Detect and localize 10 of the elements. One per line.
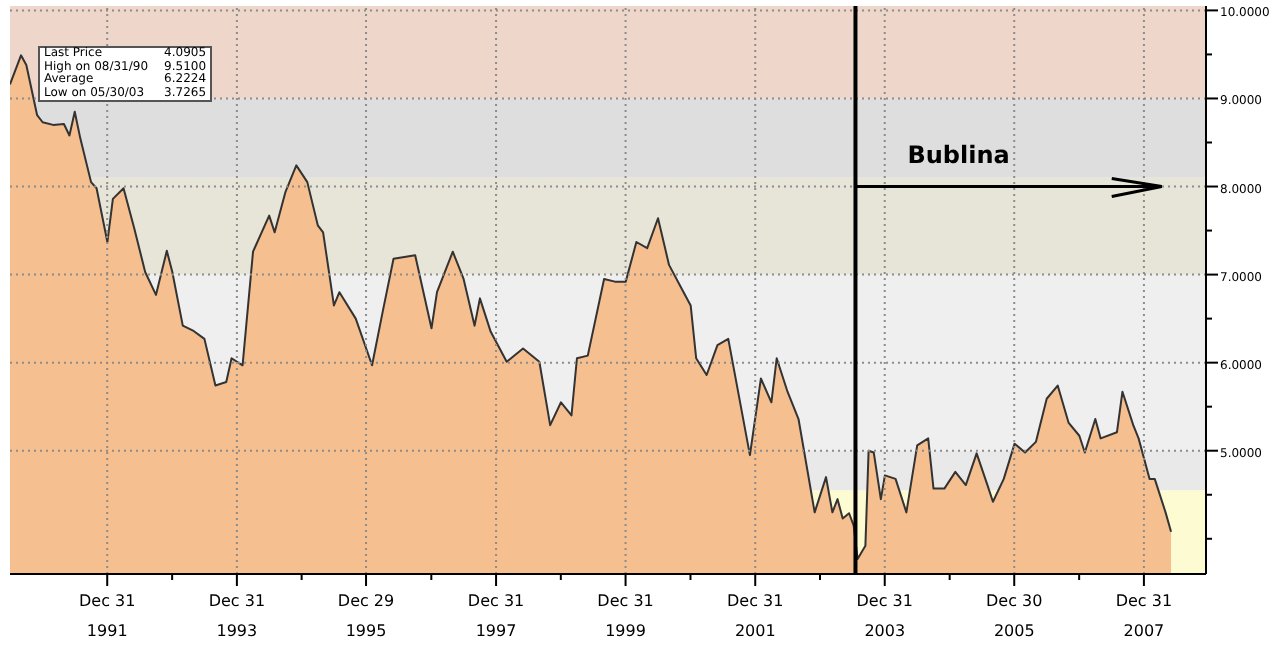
x-tick-label: Dec 31 2001 bbox=[727, 592, 784, 640]
x-tick-label: Dec 31 1999 bbox=[597, 592, 654, 640]
x-tick-label: Dec 31 2007 bbox=[1115, 592, 1173, 640]
x-tick-label: Dec 31 2003 bbox=[856, 592, 913, 640]
x-tick-label: Dec 29 1995 bbox=[337, 592, 395, 640]
x-tick-label: Dec 31 1991 bbox=[79, 592, 136, 640]
annotation: Bublina bbox=[907, 140, 1010, 169]
x-tick-label: Dec 30 2005 bbox=[986, 592, 1043, 640]
x-tick-label: Dec 31 1993 bbox=[208, 592, 266, 640]
x-tick-label: Dec 31 1997 bbox=[467, 592, 525, 640]
